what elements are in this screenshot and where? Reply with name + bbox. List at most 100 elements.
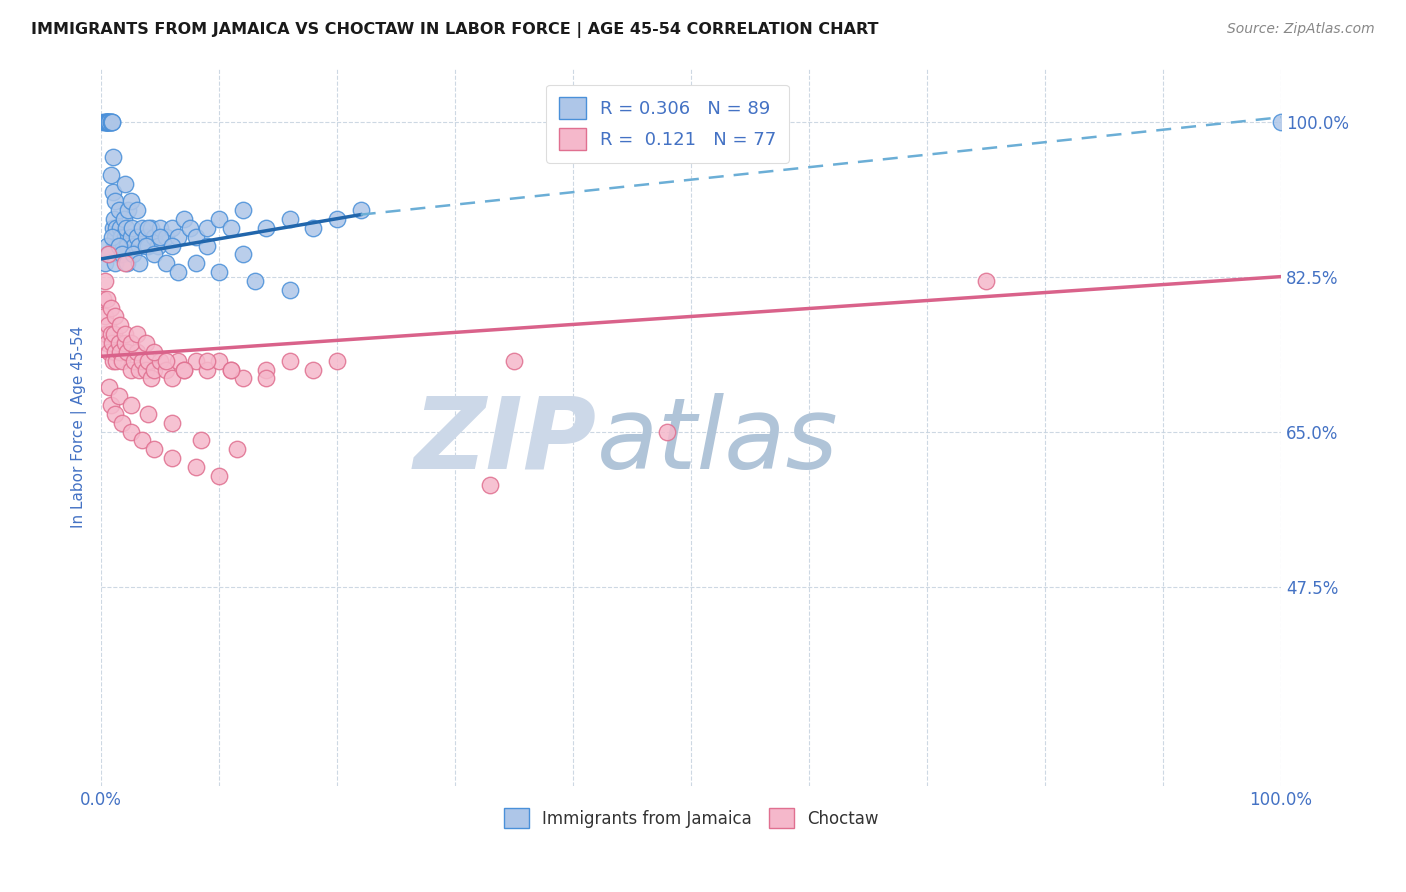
Point (107, 238, 129, 252)
Point (111, 238, 134, 252)
Point (208, 265, 231, 279)
Point (93, 114, 115, 128)
Point (254, 362, 277, 376)
Point (96, 114, 118, 128)
Point (97, 318, 120, 333)
Point (96, 336, 118, 351)
Point (173, 362, 195, 376)
Point (108, 389, 131, 403)
Point (100, 327, 122, 342)
Point (139, 221, 162, 235)
Point (100, 114, 122, 128)
Point (122, 247, 145, 261)
Point (136, 238, 159, 252)
Point (111, 247, 134, 261)
Point (98, 114, 121, 128)
Point (108, 336, 131, 351)
Point (135, 238, 157, 252)
Point (120, 362, 142, 376)
Point (114, 336, 136, 351)
Point (350, 203, 373, 218)
Point (160, 371, 183, 385)
Point (125, 344, 148, 359)
Point (278, 353, 301, 368)
Point (173, 212, 195, 227)
Point (120, 229, 142, 244)
Point (122, 238, 145, 252)
Point (195, 221, 218, 235)
Point (479, 477, 502, 491)
Point (111, 416, 134, 430)
Point (278, 283, 301, 297)
Point (110, 229, 132, 244)
Point (98, 114, 121, 128)
Point (108, 344, 131, 359)
Point (326, 212, 349, 227)
Point (120, 398, 142, 412)
Point (122, 353, 145, 368)
Point (100, 114, 122, 128)
Point (100, 398, 122, 412)
Point (100, 301, 122, 315)
Point (155, 229, 177, 244)
Point (208, 353, 231, 368)
Point (131, 221, 153, 235)
Point (100, 114, 122, 128)
Point (112, 212, 135, 227)
Point (120, 194, 142, 209)
Point (105, 221, 128, 235)
Point (104, 194, 127, 209)
Point (93, 256, 115, 270)
Point (93, 310, 115, 324)
Point (254, 371, 277, 385)
Point (104, 229, 127, 244)
Point (125, 203, 148, 218)
Point (657, 425, 679, 439)
Point (149, 229, 172, 244)
Point (232, 247, 254, 261)
Point (131, 434, 153, 448)
Point (160, 238, 183, 252)
Point (155, 353, 177, 368)
Point (125, 327, 148, 342)
Point (184, 229, 207, 244)
Point (104, 407, 127, 421)
Point (232, 371, 254, 385)
Point (149, 221, 172, 235)
Point (208, 468, 231, 483)
Point (128, 238, 150, 252)
Point (146, 238, 169, 252)
Point (93, 114, 115, 128)
Point (219, 221, 242, 235)
Point (503, 353, 526, 368)
Point (104, 310, 127, 324)
Point (139, 371, 162, 385)
Point (93, 274, 115, 288)
Point (104, 344, 127, 359)
Point (184, 353, 207, 368)
Point (104, 256, 127, 270)
Point (143, 247, 166, 261)
Point (115, 238, 138, 252)
Point (128, 256, 150, 270)
Point (98, 380, 121, 394)
Point (208, 212, 231, 227)
Point (184, 460, 207, 475)
Point (94, 114, 117, 128)
Point (219, 362, 242, 376)
Point (136, 353, 159, 368)
Text: atlas: atlas (596, 393, 838, 490)
Point (225, 442, 247, 457)
Point (98, 344, 121, 359)
Point (179, 221, 201, 235)
Point (111, 353, 134, 368)
Point (243, 274, 266, 288)
Point (100, 114, 122, 128)
Point (155, 256, 177, 270)
Point (101, 221, 124, 235)
Point (974, 274, 997, 288)
Point (96, 292, 118, 306)
Point (184, 256, 207, 270)
Point (97, 114, 120, 128)
Point (98, 247, 121, 261)
